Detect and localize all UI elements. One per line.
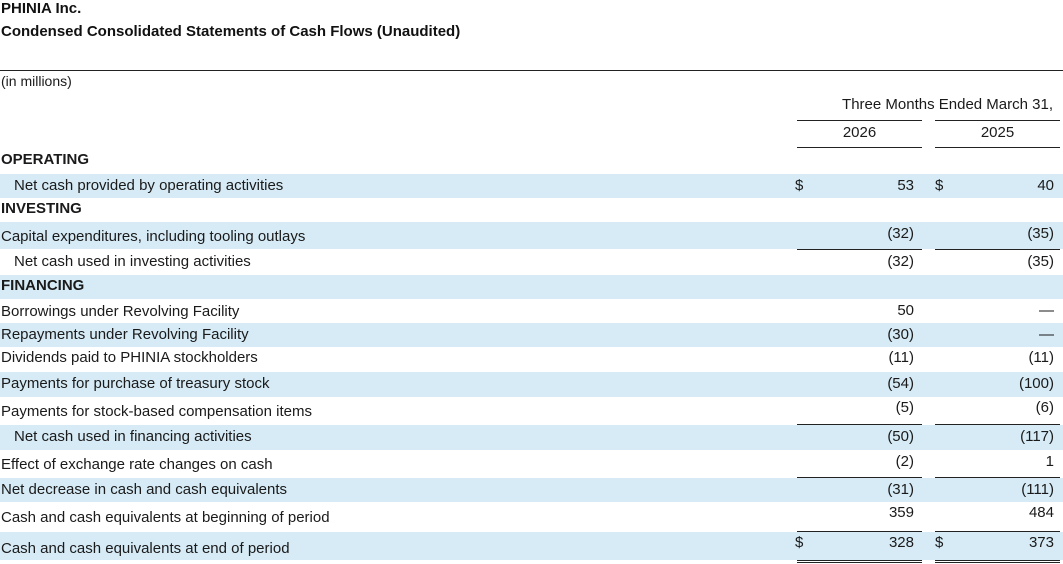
year-divider — [935, 147, 1060, 148]
row-label: Payments for purchase of treasury stock — [1, 375, 270, 392]
row-label: Cash and cash equivalents at end of peri… — [1, 540, 290, 557]
year-2026-header: 2026 — [842, 124, 877, 141]
value-2025: 484 — [1028, 504, 1054, 521]
row-label: Net cash provided by operating activitie… — [14, 177, 284, 194]
value-2026: (54) — [887, 375, 914, 392]
value-2025: 40 — [1037, 177, 1054, 194]
value-2025: 1 — [1045, 453, 1054, 470]
value-2025: (100) — [1018, 375, 1054, 392]
value-2025: — — [1039, 326, 1054, 343]
row-label: Effect of exchange rate changes on cash — [1, 456, 273, 473]
period-divider — [935, 120, 1060, 121]
value-2026: (32) — [887, 253, 914, 270]
value-2025: (117) — [1020, 428, 1054, 445]
currency-symbol: $ — [795, 177, 804, 194]
value-2026: 328 — [888, 534, 914, 551]
row-label: Borrowings under Revolving Facility — [1, 303, 240, 320]
section-row-investing: INVESTING — [0, 198, 1063, 222]
row-label: Payments for stock-based compensation it… — [1, 403, 312, 420]
subtotal-rule — [935, 424, 1060, 425]
section-row-financing: FINANCING — [0, 275, 1063, 299]
section-label: INVESTING — [1, 200, 82, 217]
statement-title: Condensed Consolidated Statements of Cas… — [1, 23, 461, 40]
value-2025: (35) — [1027, 225, 1054, 242]
subtotal-rule — [797, 424, 922, 425]
currency-symbol: $ — [935, 177, 944, 194]
table-row: Dividends paid to PHINIA stockholders (1… — [0, 347, 1063, 372]
table-row: Borrowings under Revolving Facility 50 — — [0, 299, 1063, 323]
value-2025: (111) — [1021, 481, 1054, 498]
table-row: Capital expenditures, including tooling … — [0, 222, 1063, 249]
value-2026: (30) — [887, 326, 914, 343]
currency-symbol: $ — [795, 534, 804, 551]
value-2026: 50 — [897, 302, 914, 319]
company-name: PHINIA Inc. — [1, 0, 82, 17]
row-label: Cash and cash equivalents at beginning o… — [1, 509, 330, 526]
value-2026: (50) — [887, 428, 914, 445]
section-row-operating: OPERATING — [0, 150, 1063, 174]
section-label: OPERATING — [1, 151, 90, 168]
table-row: Cash and cash equivalents at end of peri… — [0, 532, 1063, 560]
value-2026: 359 — [888, 504, 914, 521]
table-row: Cash and cash equivalents at beginning o… — [0, 502, 1063, 531]
period-divider — [797, 120, 922, 121]
value-2025: (35) — [1027, 253, 1054, 270]
row-label: Net cash used in investing activities — [14, 253, 251, 270]
row-label: Net decrease in cash and cash equivalent… — [1, 481, 288, 498]
section-label: FINANCING — [1, 277, 85, 294]
value-2025: (6) — [1035, 399, 1054, 416]
total-double-rule — [935, 560, 1060, 563]
year-2025-header: 2025 — [980, 124, 1015, 141]
subtotal-rule — [797, 477, 922, 478]
value-2026: (5) — [895, 399, 914, 416]
value-2025: (11) — [1028, 349, 1054, 366]
header-divider — [0, 70, 1063, 71]
period-header: Three Months Ended March 31, — [842, 96, 1053, 113]
table-row: Payments for stock-based compensation it… — [0, 397, 1063, 424]
subtotal-rule — [797, 249, 922, 250]
value-2026: (32) — [887, 225, 914, 242]
subtotal-rule — [935, 531, 1060, 532]
value-2025: — — [1039, 302, 1054, 319]
table-row: Effect of exchange rate changes on cash … — [0, 450, 1063, 477]
table-row: Net cash used in investing activities (3… — [0, 250, 1063, 275]
table-row: Net cash used in financing activities (5… — [0, 425, 1063, 450]
value-2026: (2) — [895, 453, 914, 470]
subtotal-rule — [935, 249, 1060, 250]
subtotal-rule — [935, 477, 1060, 478]
total-double-rule — [797, 560, 922, 563]
value-2025: 373 — [1028, 534, 1054, 551]
unit-note: (in millions) — [1, 73, 72, 89]
table-row: Repayments under Revolving Facility (30)… — [0, 323, 1063, 347]
row-label: Net cash used in financing activities — [14, 428, 252, 445]
year-divider — [797, 147, 922, 148]
table-row: Net cash provided by operating activitie… — [0, 174, 1063, 198]
table-row: Payments for purchase of treasury stock … — [0, 372, 1063, 397]
currency-symbol: $ — [935, 534, 944, 551]
row-label: Capital expenditures, including tooling … — [1, 228, 306, 245]
row-label: Dividends paid to PHINIA stockholders — [1, 349, 258, 366]
value-2026: (31) — [887, 481, 914, 498]
value-2026: (11) — [888, 349, 914, 366]
table-row: Net decrease in cash and cash equivalent… — [0, 478, 1063, 502]
value-2026: 53 — [897, 177, 914, 194]
subtotal-rule — [797, 531, 922, 532]
row-label: Repayments under Revolving Facility — [1, 326, 249, 343]
